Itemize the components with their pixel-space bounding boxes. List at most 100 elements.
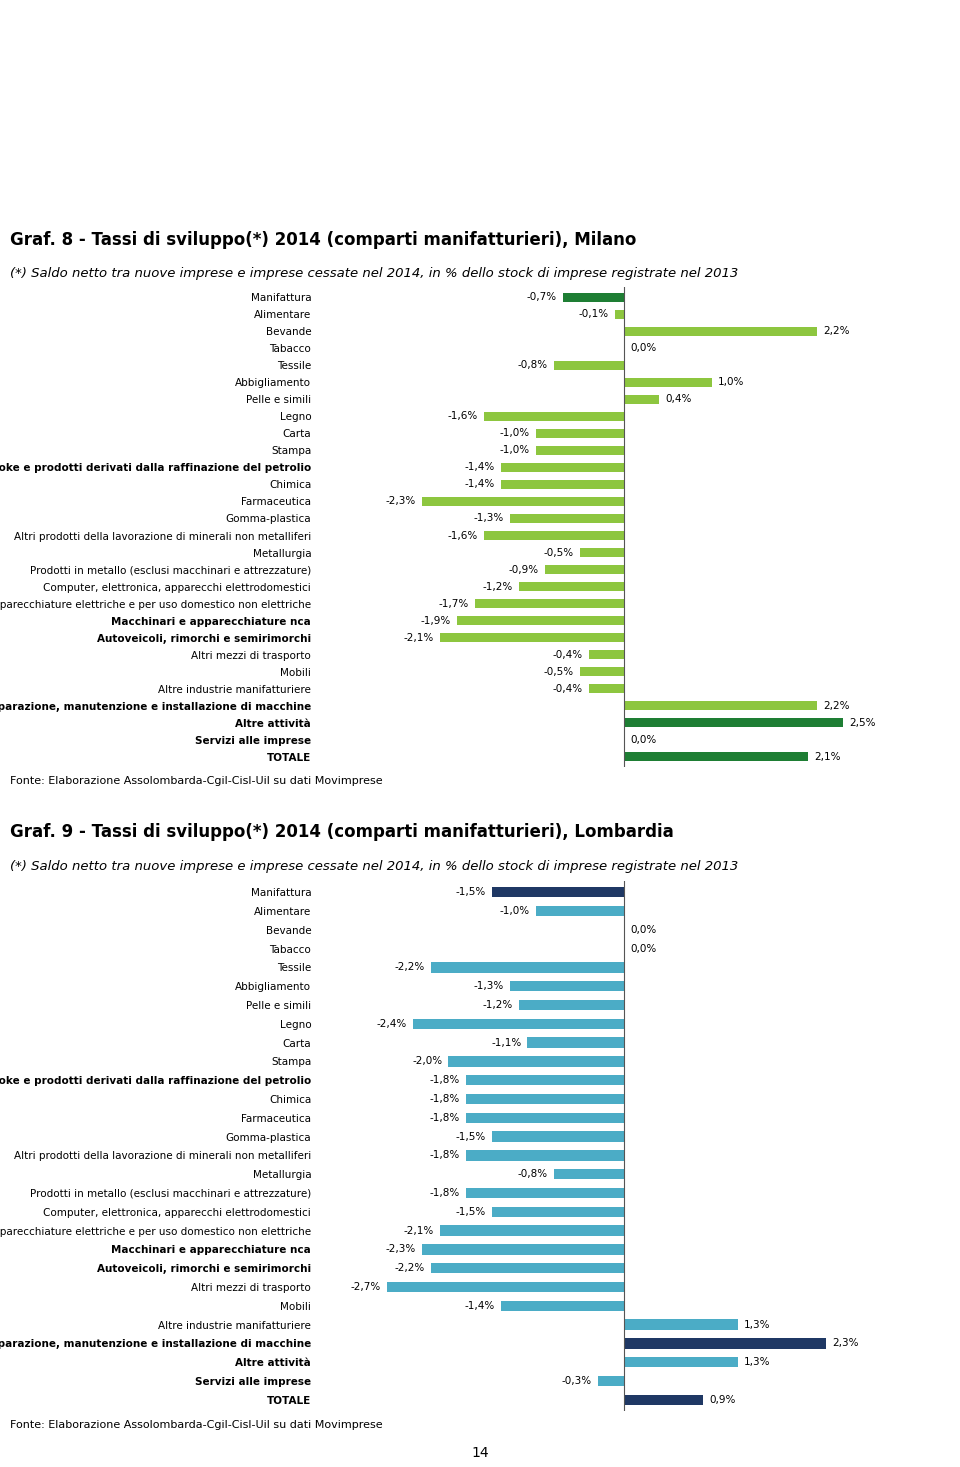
Text: 0,0%: 0,0% bbox=[630, 735, 657, 745]
Bar bbox=[431, 962, 624, 973]
Text: -1,3%: -1,3% bbox=[473, 513, 504, 524]
Text: -0,1%: -0,1% bbox=[579, 310, 609, 320]
Bar bbox=[422, 1244, 624, 1254]
Text: 0,0%: 0,0% bbox=[630, 943, 657, 954]
Bar bbox=[387, 1282, 624, 1292]
Text: -1,8%: -1,8% bbox=[430, 1150, 460, 1160]
Text: Fonte: Elaborazione Assolombarda-Cgil-Cisl-Uil su dati Movimprese: Fonte: Elaborazione Assolombarda-Cgil-Ci… bbox=[10, 1420, 382, 1430]
Text: -1,0%: -1,0% bbox=[500, 446, 530, 455]
Text: 0,0%: 0,0% bbox=[630, 343, 657, 354]
Bar bbox=[588, 684, 624, 694]
Bar bbox=[484, 531, 624, 540]
Bar bbox=[510, 513, 624, 524]
Bar bbox=[624, 1319, 738, 1329]
Text: -2,2%: -2,2% bbox=[395, 1263, 424, 1273]
Text: -1,6%: -1,6% bbox=[447, 411, 477, 421]
Bar bbox=[518, 582, 624, 591]
Bar bbox=[537, 907, 624, 917]
Bar bbox=[466, 1150, 624, 1160]
Text: 0,4%: 0,4% bbox=[665, 395, 691, 405]
Bar bbox=[580, 547, 624, 557]
Text: -0,8%: -0,8% bbox=[517, 1169, 547, 1179]
Bar bbox=[624, 327, 817, 336]
Bar bbox=[492, 888, 624, 898]
Bar bbox=[554, 1169, 624, 1179]
Text: -2,1%: -2,1% bbox=[403, 1225, 434, 1235]
Text: 1,3%: 1,3% bbox=[744, 1357, 771, 1367]
Bar bbox=[545, 565, 624, 574]
Text: -1,7%: -1,7% bbox=[439, 599, 468, 609]
Bar bbox=[501, 462, 624, 472]
Bar bbox=[466, 1094, 624, 1105]
Text: Fonte: Elaborazione Assolombarda-Cgil-Cisl-Uil su dati Movimprese: Fonte: Elaborazione Assolombarda-Cgil-Ci… bbox=[10, 776, 382, 786]
Text: 0,9%: 0,9% bbox=[709, 1395, 735, 1405]
Text: Graf. 9 - Tassi di sviluppo(*) 2014 (comparti manifatturieri), Lombardia: Graf. 9 - Tassi di sviluppo(*) 2014 (com… bbox=[10, 823, 673, 841]
Text: -1,8%: -1,8% bbox=[430, 1188, 460, 1199]
Bar bbox=[537, 428, 624, 439]
Bar bbox=[510, 981, 624, 992]
Bar bbox=[501, 1301, 624, 1311]
Text: 2,3%: 2,3% bbox=[832, 1338, 858, 1348]
Text: 1,0%: 1,0% bbox=[718, 377, 744, 387]
Bar bbox=[554, 361, 624, 370]
Text: 1,3%: 1,3% bbox=[744, 1319, 771, 1329]
Text: 2,5%: 2,5% bbox=[850, 717, 876, 728]
Text: -1,5%: -1,5% bbox=[456, 1131, 486, 1141]
Bar bbox=[475, 599, 624, 609]
Text: -1,3%: -1,3% bbox=[473, 981, 504, 992]
Bar bbox=[598, 1376, 624, 1386]
Text: -1,8%: -1,8% bbox=[430, 1113, 460, 1122]
Bar bbox=[563, 292, 624, 302]
Bar bbox=[492, 1207, 624, 1218]
Text: -1,4%: -1,4% bbox=[465, 462, 495, 472]
Bar bbox=[501, 480, 624, 489]
Bar bbox=[466, 1112, 624, 1122]
Bar bbox=[624, 395, 660, 403]
Text: -1,2%: -1,2% bbox=[482, 581, 513, 591]
Text: Graf. 8 - Tassi di sviluppo(*) 2014 (comparti manifatturieri), Milano: Graf. 8 - Tassi di sviluppo(*) 2014 (com… bbox=[10, 230, 636, 249]
Bar bbox=[537, 446, 624, 455]
Bar bbox=[624, 701, 817, 710]
Text: -1,5%: -1,5% bbox=[456, 888, 486, 898]
Text: 2,2%: 2,2% bbox=[824, 701, 850, 710]
Text: -1,8%: -1,8% bbox=[430, 1094, 460, 1105]
Text: -1,2%: -1,2% bbox=[482, 1000, 513, 1011]
Bar bbox=[440, 1225, 624, 1235]
Text: -0,8%: -0,8% bbox=[517, 361, 547, 370]
Bar bbox=[492, 1131, 624, 1141]
Text: -0,9%: -0,9% bbox=[509, 565, 539, 575]
Text: -2,3%: -2,3% bbox=[386, 496, 416, 506]
Text: -1,9%: -1,9% bbox=[420, 616, 451, 625]
Text: -1,6%: -1,6% bbox=[447, 531, 477, 540]
Bar bbox=[484, 412, 624, 421]
Text: -0,5%: -0,5% bbox=[544, 547, 574, 557]
Text: -1,0%: -1,0% bbox=[500, 428, 530, 439]
Text: -2,4%: -2,4% bbox=[377, 1020, 407, 1028]
Text: (*) Saldo netto tra nuove imprese e imprese cessate nel 2014, in % dello stock d: (*) Saldo netto tra nuove imprese e impr… bbox=[10, 860, 738, 873]
Text: 0,0%: 0,0% bbox=[630, 924, 657, 934]
Text: -2,0%: -2,0% bbox=[412, 1056, 443, 1067]
Text: -1,4%: -1,4% bbox=[465, 1301, 495, 1310]
Text: -2,2%: -2,2% bbox=[395, 962, 424, 973]
Bar bbox=[580, 667, 624, 676]
Bar bbox=[414, 1018, 624, 1028]
Text: -2,3%: -2,3% bbox=[386, 1244, 416, 1254]
Bar bbox=[615, 310, 624, 318]
Bar bbox=[518, 1000, 624, 1011]
Bar bbox=[624, 717, 844, 728]
Text: -2,1%: -2,1% bbox=[403, 632, 434, 643]
Text: 2,1%: 2,1% bbox=[814, 751, 841, 761]
Bar bbox=[440, 632, 624, 643]
Bar bbox=[624, 377, 711, 387]
Bar bbox=[431, 1263, 624, 1273]
Text: -1,1%: -1,1% bbox=[492, 1037, 521, 1047]
Text: -1,0%: -1,0% bbox=[500, 907, 530, 915]
Bar bbox=[624, 1357, 738, 1367]
Bar bbox=[624, 1395, 703, 1405]
Text: -1,8%: -1,8% bbox=[430, 1075, 460, 1086]
Bar bbox=[422, 497, 624, 506]
Text: -2,7%: -2,7% bbox=[350, 1282, 381, 1292]
Bar bbox=[624, 753, 808, 761]
Bar bbox=[527, 1037, 624, 1047]
Bar bbox=[624, 1338, 826, 1348]
